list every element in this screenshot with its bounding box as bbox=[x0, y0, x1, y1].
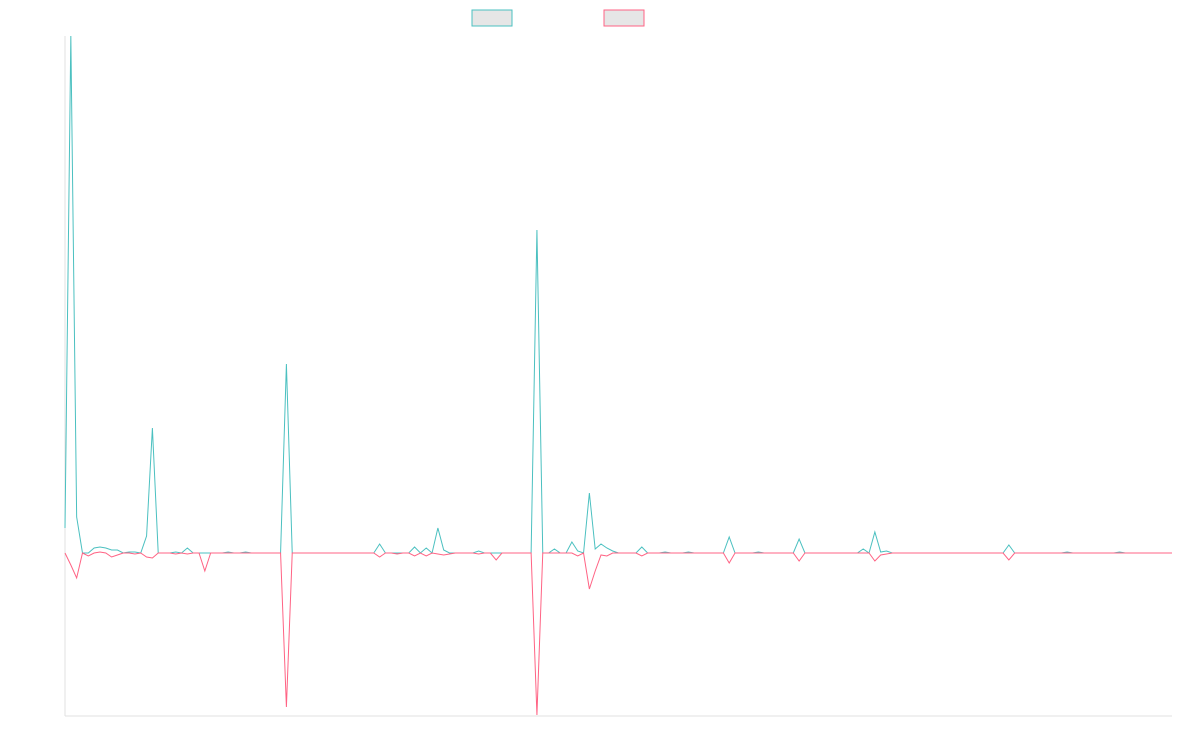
data-line bbox=[64, 35, 1172, 554]
legend-swatch bbox=[471, 9, 513, 27]
legend-swatch bbox=[603, 9, 645, 27]
data-line bbox=[64, 551, 1172, 716]
